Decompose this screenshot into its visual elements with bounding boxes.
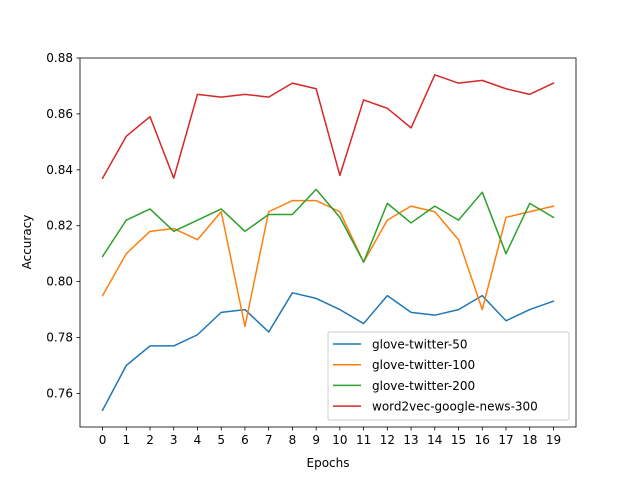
series-line-glove-twitter-100 [101,199,555,328]
y-tick-label: 0.84 [46,163,73,177]
x-tick-label: 2 [146,433,154,447]
ticks-layer: 0 1 2 3 4 5 6 7 8 9 10 11 12 13 14 15 16 17 18 190.760.780.… [46,51,561,447]
x-tick-label: 15 [451,433,466,447]
x-tick-label: 14 [427,433,442,447]
x-axis-label: Epochs [307,456,350,470]
x-tick-label: 0 [99,433,107,447]
x-tick-label: 16 [475,433,490,447]
y-tick-label: 0.82 [46,219,73,233]
y-tick-label: 0.78 [46,331,73,345]
series-layer [101,74,555,412]
x-tick-label: 8 [289,433,297,447]
series-line-glove-twitter-200 [101,188,555,263]
x-tick-label: 11 [356,433,371,447]
y-axis-label: Accuracy [20,215,34,270]
series-line-word2vec-google-news-300 [101,74,555,180]
x-tick-label: 19 [546,433,561,447]
x-tick-label: 10 [332,433,347,447]
legend-label: word2vec-google-news-300 [372,400,538,414]
legend-frame [327,331,570,421]
x-tick-label: 18 [522,433,537,447]
x-tick-label: 7 [265,433,273,447]
x-tick-label: 17 [498,433,513,447]
x-tick-label: 5 [217,433,225,447]
y-tick-label: 0.86 [46,107,73,121]
x-tick-label: 13 [403,433,418,447]
x-tick-label: 1 [122,433,130,447]
legend-label: glove-twitter-100 [372,358,475,372]
plot-frame [79,57,577,428]
y-tick-label: 0.80 [46,275,73,289]
x-tick-label: 3 [170,433,178,447]
x-tick-label: 6 [241,433,249,447]
x-tick-label: 9 [312,433,320,447]
legend-label: glove-twitter-200 [372,379,475,393]
legend: glove-twitter-50 glove-twitter-100 glove-t… [327,331,570,421]
y-tick-label: 0.88 [46,51,73,65]
x-tick-label: 12 [380,433,395,447]
y-tick-label: 0.76 [46,386,73,400]
x-tick-label: 4 [194,433,202,447]
legend-label: glove-twitter-50 [372,338,468,352]
